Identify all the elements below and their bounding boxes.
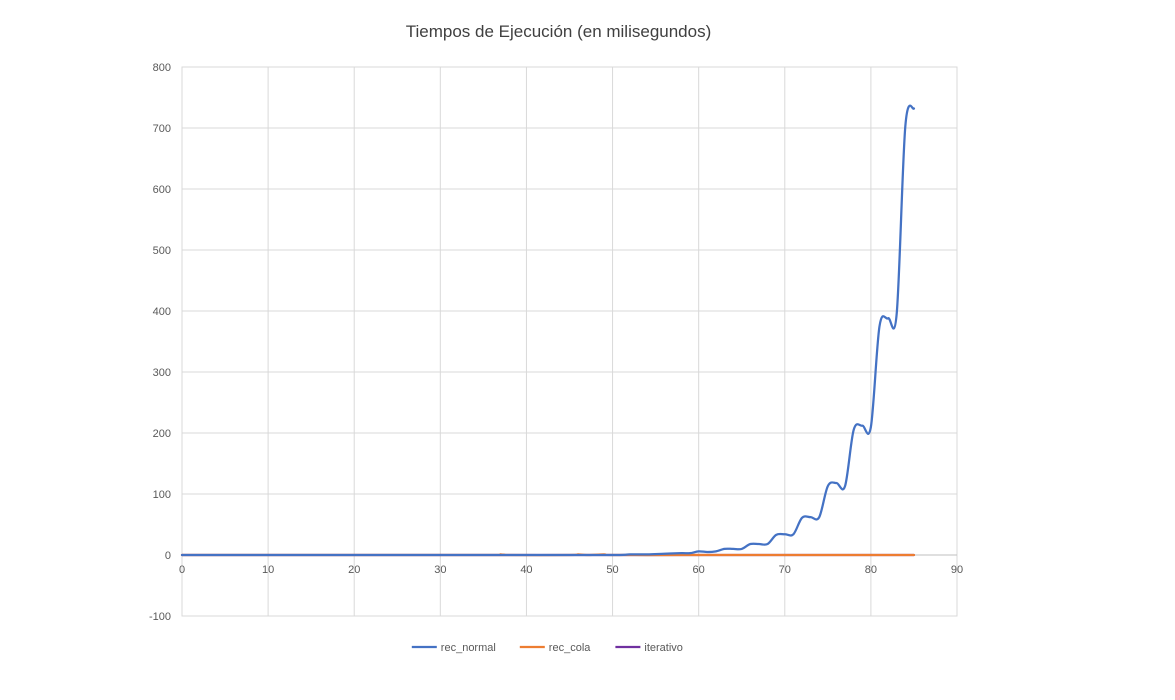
- x-tick-label: 90: [951, 564, 963, 576]
- y-tick-label: 800: [153, 62, 171, 74]
- series-lines: [180, 104, 916, 557]
- legend-label-rec_cola: rec_cola: [549, 642, 591, 654]
- y-tick-label: 400: [153, 306, 171, 318]
- x-tick-label: 10: [262, 564, 274, 576]
- axes: -100 0 100 200 300 400 500 600 700 800 0 10 20 30 40 50…: [149, 62, 963, 623]
- x-tick-label: 80: [865, 564, 877, 576]
- x-tick-label: 50: [606, 564, 618, 576]
- y-tick-label: 500: [153, 245, 171, 257]
- x-tick-label: 70: [779, 564, 791, 576]
- series-line-rec_normal: [180, 104, 916, 557]
- legend-label-iterativo: iterativo: [644, 642, 683, 654]
- y-tick-label: 700: [153, 123, 171, 135]
- x-tick-label: 40: [520, 564, 532, 576]
- y-tick-label: 300: [153, 367, 171, 379]
- x-tick-label: 30: [434, 564, 446, 576]
- legend: rec_normal rec_cola iterativo: [411, 642, 683, 654]
- grid: [181, 66, 958, 617]
- chart-title: Tiempos de Ejecución (en milisegundos): [405, 22, 712, 41]
- y-tick-label: 0: [165, 550, 171, 562]
- x-tick-label: 20: [348, 564, 360, 576]
- y-tick-label: 200: [153, 428, 171, 440]
- y-tick-label: -100: [149, 611, 171, 623]
- legend-label-rec_normal: rec_normal: [441, 642, 496, 654]
- plot-border: [181, 66, 958, 617]
- x-tick-label: 60: [693, 564, 705, 576]
- x-tick-label: 0: [179, 564, 185, 576]
- y-tick-label: 100: [153, 489, 171, 501]
- y-tick-label: 600: [153, 184, 171, 196]
